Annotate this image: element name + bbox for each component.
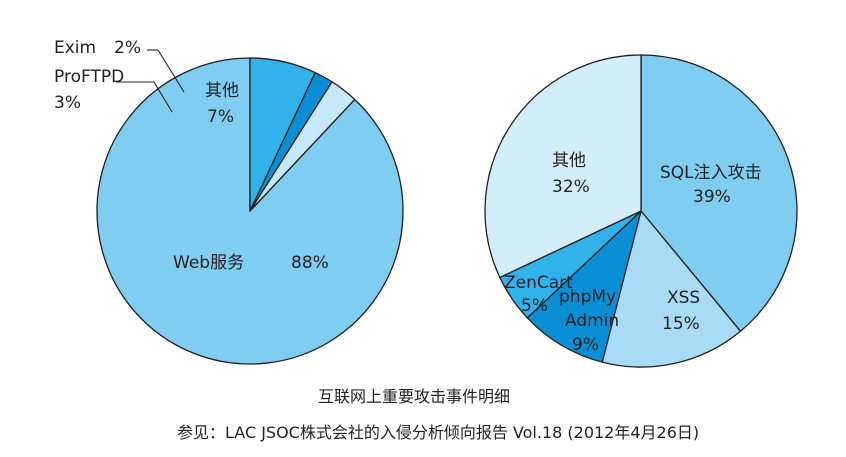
value-sql-injection: 39% [693, 187, 731, 207]
value-other-left: 7% [207, 107, 234, 127]
leader-exim-2 [157, 49, 185, 93]
label-other-right: 其他 [552, 151, 586, 171]
value-zencart: 5% [521, 296, 548, 316]
chart-caption-title: 互联网上重要攻击事件明细 [318, 387, 511, 406]
pie-chart-web-attacks [484, 54, 798, 368]
label-phpmyadmin-line2: Admin [565, 311, 619, 331]
value-exim: 2% [114, 38, 141, 58]
label-other-left: 其他 [205, 81, 239, 101]
label-sql-injection: SQL注入攻击 [660, 163, 762, 183]
label-proftpd: ProFTPD [54, 67, 124, 87]
value-proftpd: 3% [54, 93, 81, 113]
pie2-slice-1 [601, 210, 742, 368]
chart-caption-source: 参见：LAC JSOC株式会社的入侵分析倾向报告 Vol.18 (2012年4月… [177, 423, 700, 442]
pie2-slice-0 [640, 54, 798, 332]
value-xss: 15% [662, 314, 700, 334]
label-phpmyadmin-line1: phpMy [559, 287, 616, 307]
pie-chart-server-attacks [96, 57, 404, 365]
label-xss: XSS [667, 288, 700, 308]
pie2-slice-2 [526, 210, 642, 363]
leader-lines [116, 49, 185, 113]
value-other-right: 32% [552, 177, 590, 197]
pie2-slice-4 [484, 54, 642, 279]
label-zencart: ZenCart [504, 273, 573, 293]
leader-proftpd-2 [153, 81, 173, 113]
value-web-service: 88% [291, 253, 329, 273]
slice-labels: Web服务 88% ProFTPD 3% Exim 2% 其他 7% SQL注入攻击 39% XSS… [54, 38, 762, 355]
label-exim: Exim [54, 38, 96, 58]
value-phpmyadmin: 9% [572, 335, 599, 355]
label-web-service: Web服务 [173, 253, 244, 273]
pie1-slice-3 [249, 57, 316, 212]
